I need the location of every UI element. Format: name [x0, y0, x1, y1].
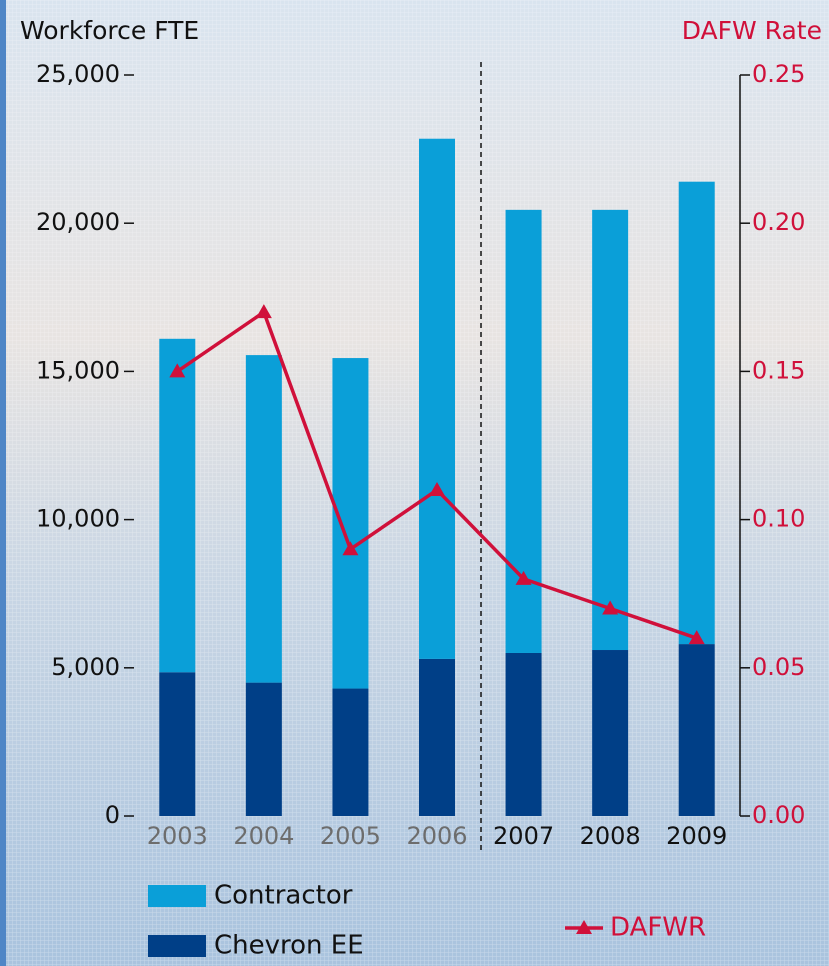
x-tick-label: 2009 [666, 822, 727, 850]
left-border [0, 0, 6, 966]
bar [505, 652, 542, 816]
bar [592, 650, 629, 816]
y-tick-label: 20,000 [36, 208, 120, 236]
y-tick-label: 0 [105, 801, 120, 829]
line-marker [688, 630, 705, 645]
bar [505, 209, 542, 653]
bar [332, 358, 369, 689]
x-tick-label: 2008 [580, 822, 641, 850]
plot-area: 0 5,000 10,000 15,000 20,000 25,000 0.00 0.05 0.… [36, 60, 805, 961]
y-tick-label: 15,000 [36, 356, 120, 384]
bar [245, 355, 282, 683]
y-axis-title: Workforce FTE [20, 16, 199, 45]
legend-label: Contractor [214, 881, 353, 911]
y-tick-label: 5,000 [51, 653, 120, 681]
bar [678, 644, 715, 816]
y2-tick-label: 0.20 [752, 208, 805, 236]
bar [159, 338, 196, 673]
legend-marker [576, 920, 592, 934]
y2-axis-title: DAFW Rate [682, 16, 822, 45]
line-marker [169, 363, 186, 378]
legend-swatch [148, 885, 206, 907]
line-marker [429, 481, 445, 496]
bar [592, 209, 629, 651]
x-tick-label: 2003 [147, 822, 208, 850]
bar [159, 672, 196, 816]
x-tick-label: 2007 [493, 822, 554, 850]
legend-label: Chevron EE [214, 931, 364, 961]
y2-tick-label: 0.05 [752, 653, 805, 681]
y-tick-label: 25,000 [36, 60, 120, 88]
y-tick-label: 10,000 [36, 505, 120, 533]
y2-tick-label: 0.00 [752, 801, 805, 829]
line-marker [342, 541, 359, 556]
bar [245, 682, 282, 816]
x-tick-label: 2004 [233, 822, 294, 850]
x-tick-label: 2005 [320, 822, 381, 850]
x-tick-label: 2006 [406, 822, 467, 850]
y2-tick-label: 0.10 [752, 505, 805, 533]
bar [678, 181, 715, 645]
y2-tick-label: 0.25 [752, 60, 805, 88]
line-marker [255, 304, 272, 319]
legend-label: DAFWR [610, 913, 706, 943]
legend-swatch [148, 935, 206, 957]
bar [419, 658, 455, 816]
y2-tick-label: 0.15 [752, 356, 805, 384]
line-marker [602, 600, 619, 615]
bar [419, 138, 455, 659]
bar [332, 688, 369, 816]
line-marker [515, 570, 532, 585]
